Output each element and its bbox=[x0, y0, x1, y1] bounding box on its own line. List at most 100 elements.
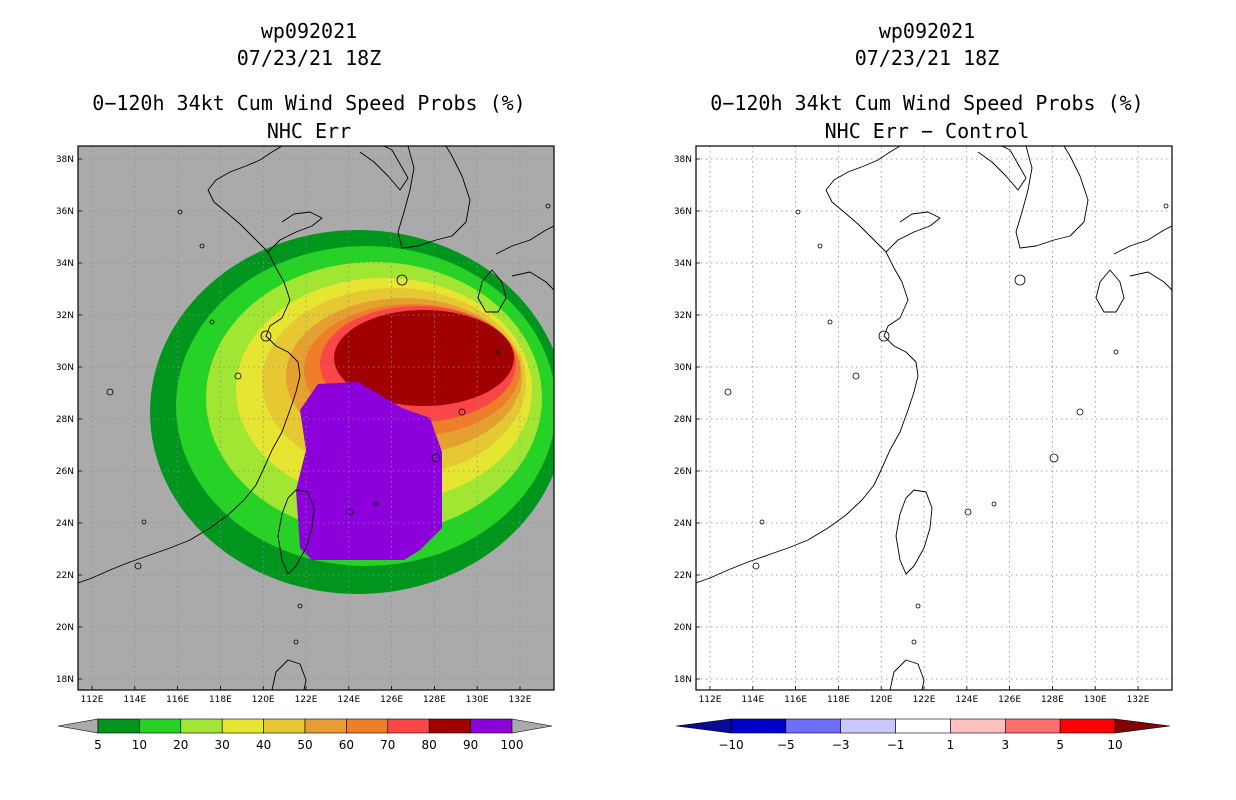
china-coastline bbox=[696, 146, 919, 584]
lon-label: 118E bbox=[827, 695, 850, 705]
colorbar-label: 10 bbox=[132, 738, 147, 752]
lon-label: 130E bbox=[1084, 695, 1107, 705]
island bbox=[852, 372, 860, 380]
colorbar-high-triangle bbox=[1114, 718, 1171, 734]
island bbox=[1113, 349, 1119, 355]
island bbox=[396, 274, 408, 286]
axis-ticks: 112E 114E 116E 118E 120E 122E 124E 126E 128E 130E… bbox=[674, 155, 1150, 705]
island bbox=[346, 508, 354, 516]
colorbar-box bbox=[346, 718, 389, 734]
lon-label: 114E bbox=[741, 695, 764, 705]
colorbar-box bbox=[840, 718, 896, 734]
difference-colorbar: −10 −5 −3 −1 1 3 5 10 bbox=[675, 718, 1171, 752]
island bbox=[752, 562, 760, 570]
colorbar-box bbox=[895, 718, 951, 734]
lat-label: 26N bbox=[56, 467, 74, 477]
colorbar-label: 1 bbox=[947, 738, 955, 752]
probability-colorbar: 5 10 20 30 40 50 60 70 80 90 100 bbox=[57, 718, 553, 752]
liaodong-coastline bbox=[359, 146, 409, 191]
colorbar-box bbox=[1059, 718, 1116, 734]
lon-label: 112E bbox=[81, 695, 104, 705]
lat-label: 18N bbox=[674, 675, 692, 685]
island bbox=[817, 243, 823, 249]
colorbar-boxes bbox=[730, 718, 1116, 734]
lon-label: 120E bbox=[870, 695, 893, 705]
lat-label: 34N bbox=[674, 259, 692, 269]
colorbar-label: 70 bbox=[380, 738, 395, 752]
liaodong-coastline bbox=[977, 146, 1027, 191]
difference-map: 112E 114E 116E 118E 120E 122E 124E 126E 128E 130E… bbox=[674, 145, 1173, 705]
colorbar-label: 50 bbox=[297, 738, 312, 752]
colorbar-labels: −10 −5 −3 −1 1 3 5 10 bbox=[718, 738, 1122, 752]
colorbar-label: −3 bbox=[832, 738, 850, 752]
island bbox=[199, 243, 205, 249]
colorbar-box bbox=[428, 718, 471, 734]
datetime-title: 07/23/21 18Z bbox=[854, 46, 1000, 70]
storm-id-title: wp092021 bbox=[878, 19, 976, 43]
island bbox=[915, 603, 921, 609]
lat-label: 18N bbox=[56, 675, 74, 685]
lon-label: 122E bbox=[295, 695, 318, 705]
lat-label: 34N bbox=[56, 259, 74, 269]
product-title: 0−120h 34kt Cum Wind Speed Probs (%) bbox=[92, 91, 526, 115]
lon-label: 118E bbox=[209, 695, 232, 705]
colorbar-label: 3 bbox=[1001, 738, 1009, 752]
china-coastline bbox=[78, 146, 301, 584]
island bbox=[177, 209, 183, 215]
lat-label: 38N bbox=[56, 155, 74, 165]
lon-label: 120E bbox=[252, 695, 275, 705]
lon-label: 114E bbox=[123, 695, 146, 705]
probability-map: 112E 114E 116E 118E 120E 122E 124E 126E 128E 130E… bbox=[56, 145, 555, 705]
island bbox=[724, 388, 732, 396]
colorbar-box bbox=[263, 718, 306, 734]
lon-label: 124E bbox=[337, 695, 360, 705]
datetime-title: 07/23/21 18Z bbox=[236, 46, 382, 70]
lon-label: 124E bbox=[955, 695, 978, 705]
storm-id-title: wp092021 bbox=[260, 19, 358, 43]
lat-label: 26N bbox=[674, 467, 692, 477]
colorbar-box bbox=[470, 718, 513, 734]
lat-label: 28N bbox=[56, 415, 74, 425]
island bbox=[827, 319, 833, 325]
lon-label: 116E bbox=[166, 695, 189, 705]
colorbar-label: 30 bbox=[215, 738, 230, 752]
lat-label: 38N bbox=[674, 155, 692, 165]
colorbar-label: −5 bbox=[777, 738, 795, 752]
colorbar-label: 5 bbox=[94, 738, 102, 752]
lat-label: 24N bbox=[674, 519, 692, 529]
island bbox=[1163, 203, 1169, 209]
lon-label: 112E bbox=[699, 695, 722, 705]
subtitle: NHC Err − Control bbox=[824, 119, 1030, 143]
left-panel: wp092021 07/23/21 18Z 0−120h 34kt Cum Wi… bbox=[56, 19, 555, 752]
island bbox=[545, 203, 551, 209]
colorbar-high-triangle bbox=[511, 718, 553, 734]
shikoku-coastline bbox=[1129, 271, 1172, 291]
colorbar-label: 40 bbox=[256, 738, 271, 752]
colorbar-box bbox=[221, 718, 264, 734]
colorbar-boxes bbox=[97, 718, 513, 734]
right-panel: wp092021 07/23/21 18Z 0−120h 34kt Cum Wi… bbox=[618, 0, 1236, 800]
lon-label: 126E bbox=[998, 695, 1021, 705]
island bbox=[759, 519, 765, 525]
colorbar-label: 90 bbox=[463, 738, 478, 752]
colorbar-box bbox=[180, 718, 223, 734]
island bbox=[1014, 274, 1026, 286]
lat-label: 32N bbox=[674, 311, 692, 321]
island bbox=[134, 562, 142, 570]
lat-label: 28N bbox=[674, 415, 692, 425]
lat-label: 36N bbox=[674, 207, 692, 217]
island bbox=[431, 453, 441, 463]
graticule bbox=[696, 146, 1172, 690]
colorbar-label: −10 bbox=[718, 738, 743, 752]
coastline bbox=[78, 146, 554, 690]
island bbox=[1049, 453, 1059, 463]
lat-label: 30N bbox=[56, 363, 74, 373]
lat-label: 36N bbox=[56, 207, 74, 217]
colorbar-box bbox=[97, 718, 140, 734]
island bbox=[209, 319, 215, 325]
colorbar-label: 100 bbox=[501, 738, 524, 752]
map-background bbox=[696, 146, 1172, 690]
colorbar-box bbox=[730, 718, 787, 734]
korea-coastline bbox=[1015, 146, 1089, 249]
colorbar-box bbox=[387, 718, 430, 734]
